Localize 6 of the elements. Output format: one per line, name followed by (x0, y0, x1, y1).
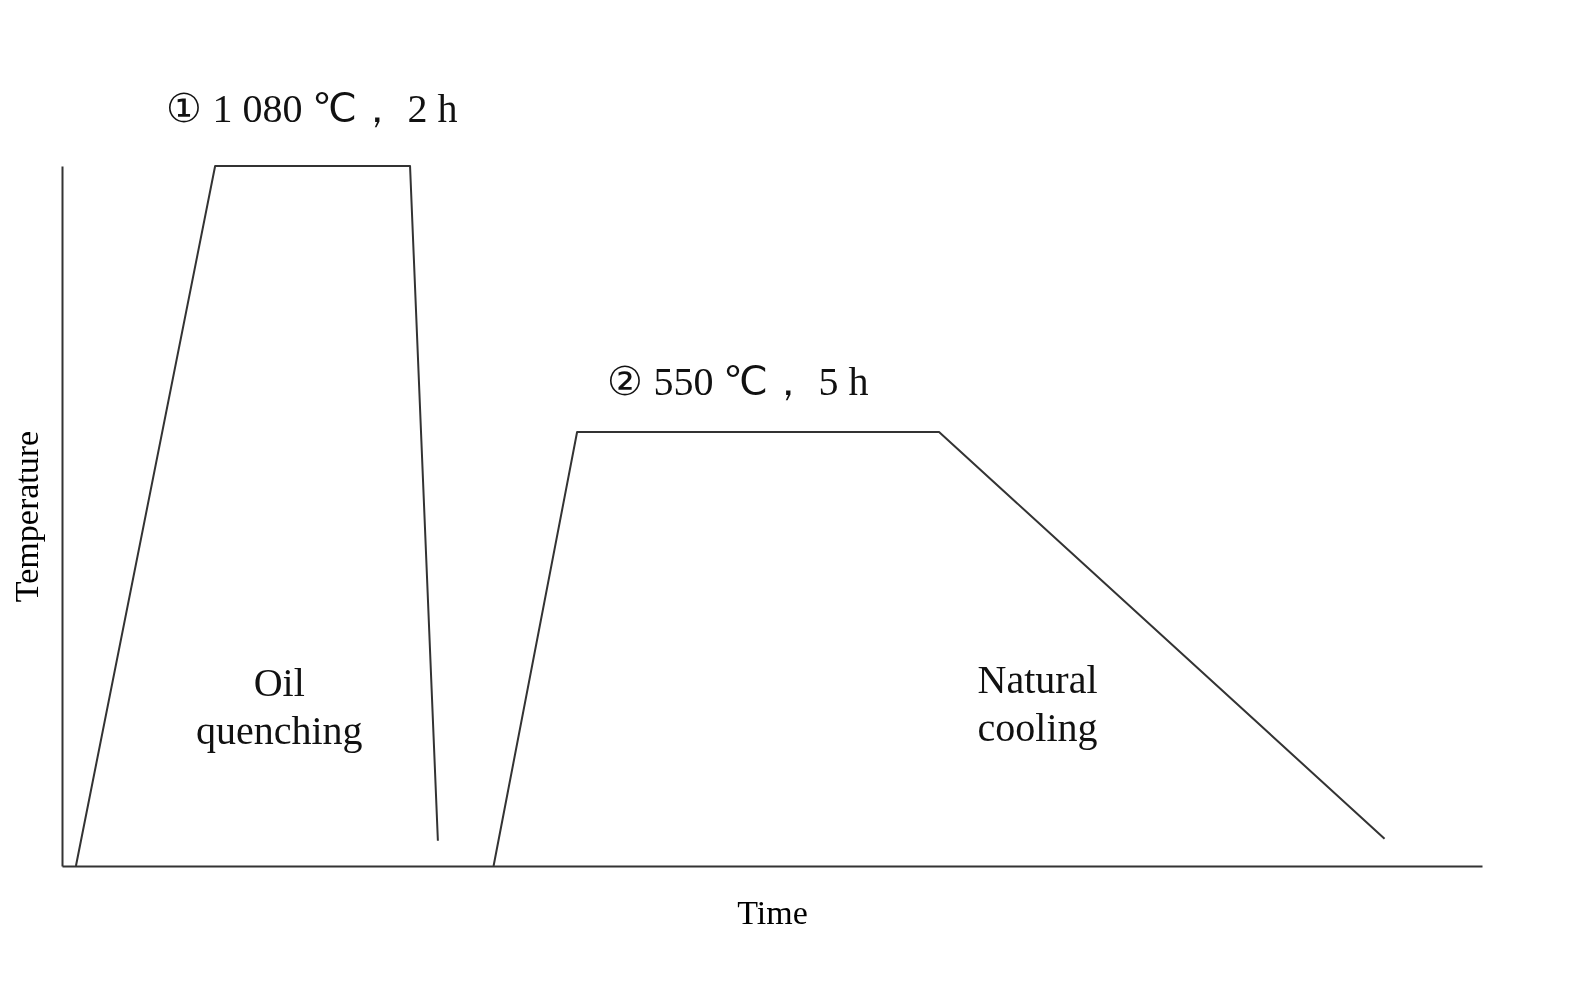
annotation: Oil quenching (195, 660, 363, 753)
x-axis-title: Time (737, 893, 808, 931)
annotation: Natural cooling (977, 656, 1098, 750)
text: ① 1 080 ℃， 2 h (166, 86, 458, 131)
y-axis-title: Temperature (7, 430, 45, 603)
annotation: ② 550 ℃， 5 h (607, 359, 869, 404)
